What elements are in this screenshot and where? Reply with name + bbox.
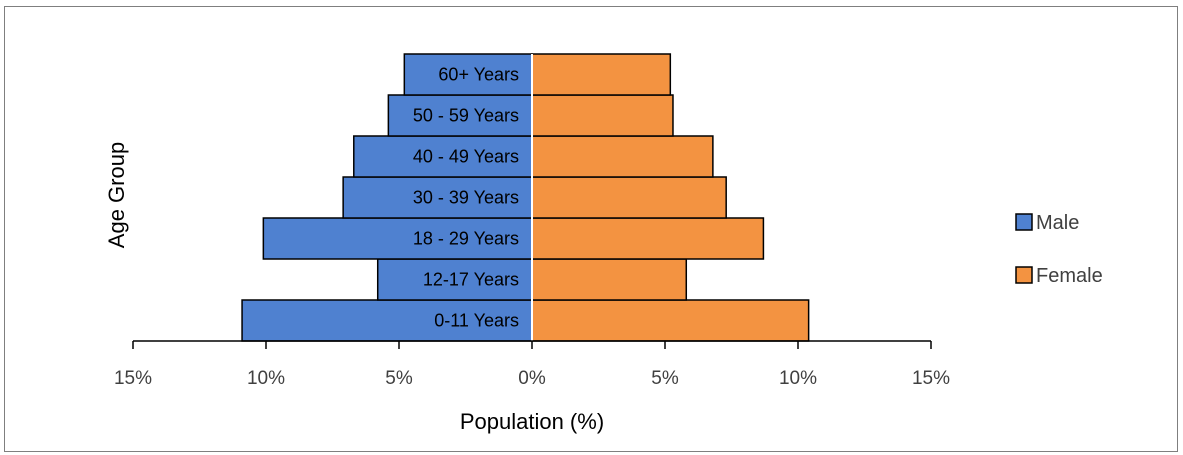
- bar-male-30-39-years: [342, 176, 533, 219]
- legend-swatch-female: [1015, 266, 1033, 284]
- bar-female-60-years: [531, 53, 672, 96]
- category-label-18-29-years: 18 - 29 Years: [413, 229, 519, 249]
- bars-group: [241, 53, 810, 342]
- legend-label-male: Male: [1036, 212, 1079, 234]
- legend-label-female: Female: [1036, 265, 1103, 287]
- bar-male-40-49-years: [353, 135, 533, 178]
- bar-female-12-17-years: [531, 258, 688, 301]
- bar-male-60-years: [403, 53, 533, 96]
- bar-female-18-29-years: [531, 217, 765, 260]
- bar-female-30-39-years: [531, 176, 727, 219]
- x-tick-label: 5%: [385, 368, 413, 389]
- legend-swatch-male: [1015, 213, 1033, 231]
- bar-male-0-11-years: [241, 299, 533, 342]
- bar-female-50-59-years: [531, 94, 674, 137]
- bar-female-40-49-years: [531, 135, 714, 178]
- x-tick-label: 0%: [518, 368, 546, 389]
- x-tick-label: 10%: [247, 368, 285, 389]
- x-axis-title: Population (%): [460, 409, 604, 434]
- category-label-60-years: 60+ Years: [438, 65, 519, 85]
- bar-female-0-11-years: [531, 299, 810, 342]
- y-axis-title: Age Group: [104, 142, 129, 248]
- bar-male-50-59-years: [387, 94, 533, 137]
- category-label-40-49-years: 40 - 49 Years: [413, 147, 519, 167]
- category-label-30-39-years: 30 - 39 Years: [413, 188, 519, 208]
- category-label-12-17-years: 12-17 Years: [423, 270, 519, 290]
- x-axis: 15% 10% 5% 0% 5% 10% 15%: [114, 340, 950, 389]
- category-label-50-59-years: 50 - 59 Years: [413, 106, 519, 126]
- x-tick-label: 15%: [912, 368, 950, 389]
- legend: Male Female: [1015, 212, 1103, 287]
- x-tick-label: 10%: [779, 368, 817, 389]
- category-label-0-11-years: 0-11 Years: [434, 311, 519, 331]
- category-labels-group: 0-11 Years 12-17 Years 18 - 29 Years 30 - 3…: [413, 65, 519, 331]
- x-tick-label: 5%: [651, 368, 679, 389]
- x-tick-label: 15%: [114, 368, 152, 389]
